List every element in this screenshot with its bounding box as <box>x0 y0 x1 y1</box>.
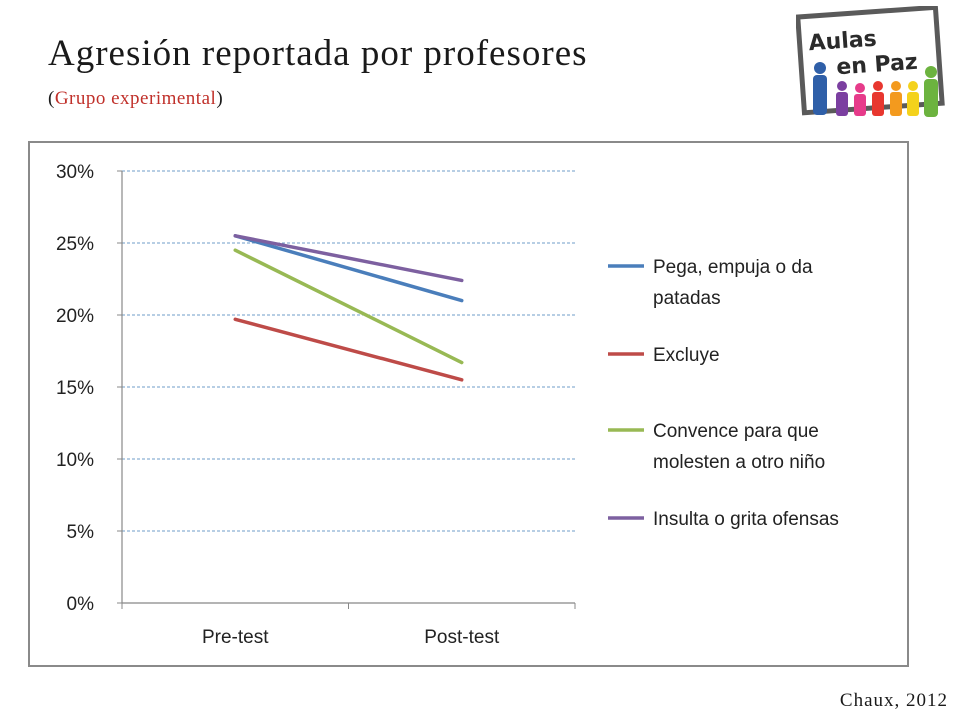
legend-label: Insulta o grita ofensas <box>653 509 839 530</box>
legend-label: Pega, empuja o da <box>653 257 813 278</box>
gridlines <box>122 170 575 532</box>
logo-text-line1: Aulas <box>808 27 878 57</box>
logo-figures <box>813 62 938 117</box>
legend-label: Excluye <box>653 345 720 366</box>
y-tick-label: 15% <box>56 378 94 399</box>
chart-frame: 0% 5% 10% 15% 20% 25% 30% Pre-test Post-test Pe… <box>28 141 909 667</box>
legend-label: patadas <box>653 288 721 309</box>
subtitle-text: Grupo experimental <box>54 88 217 109</box>
x-tick-labels: Pre-test Post-test <box>202 627 500 648</box>
series-line-3 <box>233 234 464 283</box>
y-tick-label: 30% <box>56 162 94 183</box>
slide-subtitle: (Grupo experimental) <box>48 88 223 110</box>
legend: Pega, empuja o da patadas Excluye Convence … <box>608 257 839 530</box>
source-credit: Chaux, 2012 <box>839 690 948 711</box>
legend-label: molesten a otro niño <box>653 452 825 473</box>
series-line-2 <box>233 248 464 365</box>
y-tick-labels: 0% 5% 10% 15% 20% 25% 30% <box>56 162 94 615</box>
series-lines <box>233 234 464 382</box>
y-tick-label: 0% <box>67 594 95 615</box>
subtitle-open-paren: ( <box>48 88 55 109</box>
x-tick-label: Pre-test <box>202 627 269 648</box>
y-tick-label: 25% <box>56 234 94 255</box>
y-tick-label: 20% <box>56 306 94 327</box>
series-line-0 <box>233 234 464 303</box>
legend-label: Convence para que <box>653 421 819 442</box>
subtitle-close-paren: ) <box>216 88 224 109</box>
line-chart: 0% 5% 10% 15% 20% 25% 30% Pre-test Post-test Pe… <box>56 162 839 648</box>
y-tick-label: 5% <box>67 522 95 543</box>
slide-title: Agresión reportada por profesores <box>48 33 588 74</box>
x-tick-label: Post-test <box>424 627 500 648</box>
axes <box>117 170 576 609</box>
logo-text-line2: en Paz <box>836 50 919 81</box>
series-line-1 <box>233 317 464 382</box>
y-tick-label: 10% <box>56 450 94 471</box>
aulas-en-paz-logo: Aulas en Paz <box>796 6 945 117</box>
